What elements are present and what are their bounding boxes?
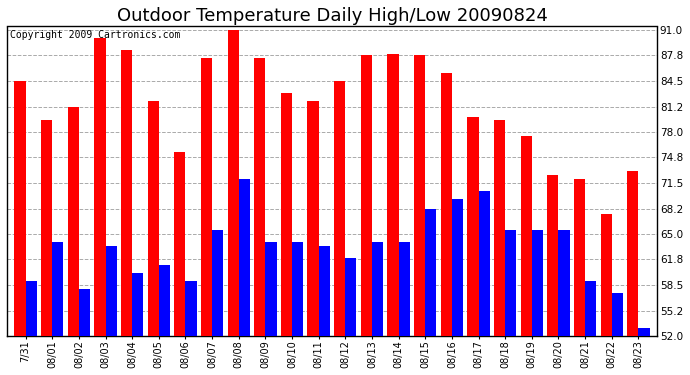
- Bar: [26, 281, 37, 336]
- Bar: [452, 199, 463, 336]
- Bar: [345, 258, 357, 336]
- Bar: [186, 281, 197, 336]
- Bar: [79, 289, 90, 336]
- Bar: [148, 101, 159, 336]
- Bar: [254, 58, 266, 336]
- Bar: [266, 242, 277, 336]
- Bar: [574, 179, 585, 336]
- Bar: [399, 242, 410, 336]
- Bar: [627, 171, 638, 336]
- Bar: [494, 120, 505, 336]
- Bar: [558, 230, 570, 336]
- Bar: [159, 266, 170, 336]
- Bar: [41, 120, 52, 336]
- Bar: [425, 209, 437, 336]
- Bar: [14, 81, 26, 336]
- Bar: [505, 230, 516, 336]
- Bar: [52, 242, 63, 336]
- Bar: [467, 117, 479, 336]
- Bar: [547, 176, 558, 336]
- Bar: [600, 214, 612, 336]
- Bar: [68, 107, 79, 336]
- Bar: [212, 230, 224, 336]
- Title: Outdoor Temperature Daily High/Low 20090824: Outdoor Temperature Daily High/Low 20090…: [117, 7, 547, 25]
- Bar: [95, 38, 106, 336]
- Bar: [308, 101, 319, 336]
- Bar: [479, 191, 490, 336]
- Bar: [175, 152, 186, 336]
- Bar: [228, 30, 239, 336]
- Bar: [414, 56, 425, 336]
- Bar: [319, 246, 330, 336]
- Bar: [239, 179, 250, 336]
- Bar: [201, 58, 212, 336]
- Bar: [281, 93, 292, 336]
- Bar: [121, 50, 132, 336]
- Bar: [334, 81, 345, 336]
- Bar: [292, 242, 303, 336]
- Bar: [441, 74, 452, 336]
- Bar: [361, 56, 372, 336]
- Bar: [532, 230, 543, 336]
- Bar: [372, 242, 383, 336]
- Bar: [387, 54, 399, 336]
- Bar: [638, 328, 649, 336]
- Bar: [521, 136, 532, 336]
- Text: Copyright 2009 Cartronics.com: Copyright 2009 Cartronics.com: [10, 30, 181, 40]
- Bar: [132, 273, 144, 336]
- Bar: [612, 293, 623, 336]
- Bar: [106, 246, 117, 336]
- Bar: [585, 281, 596, 336]
